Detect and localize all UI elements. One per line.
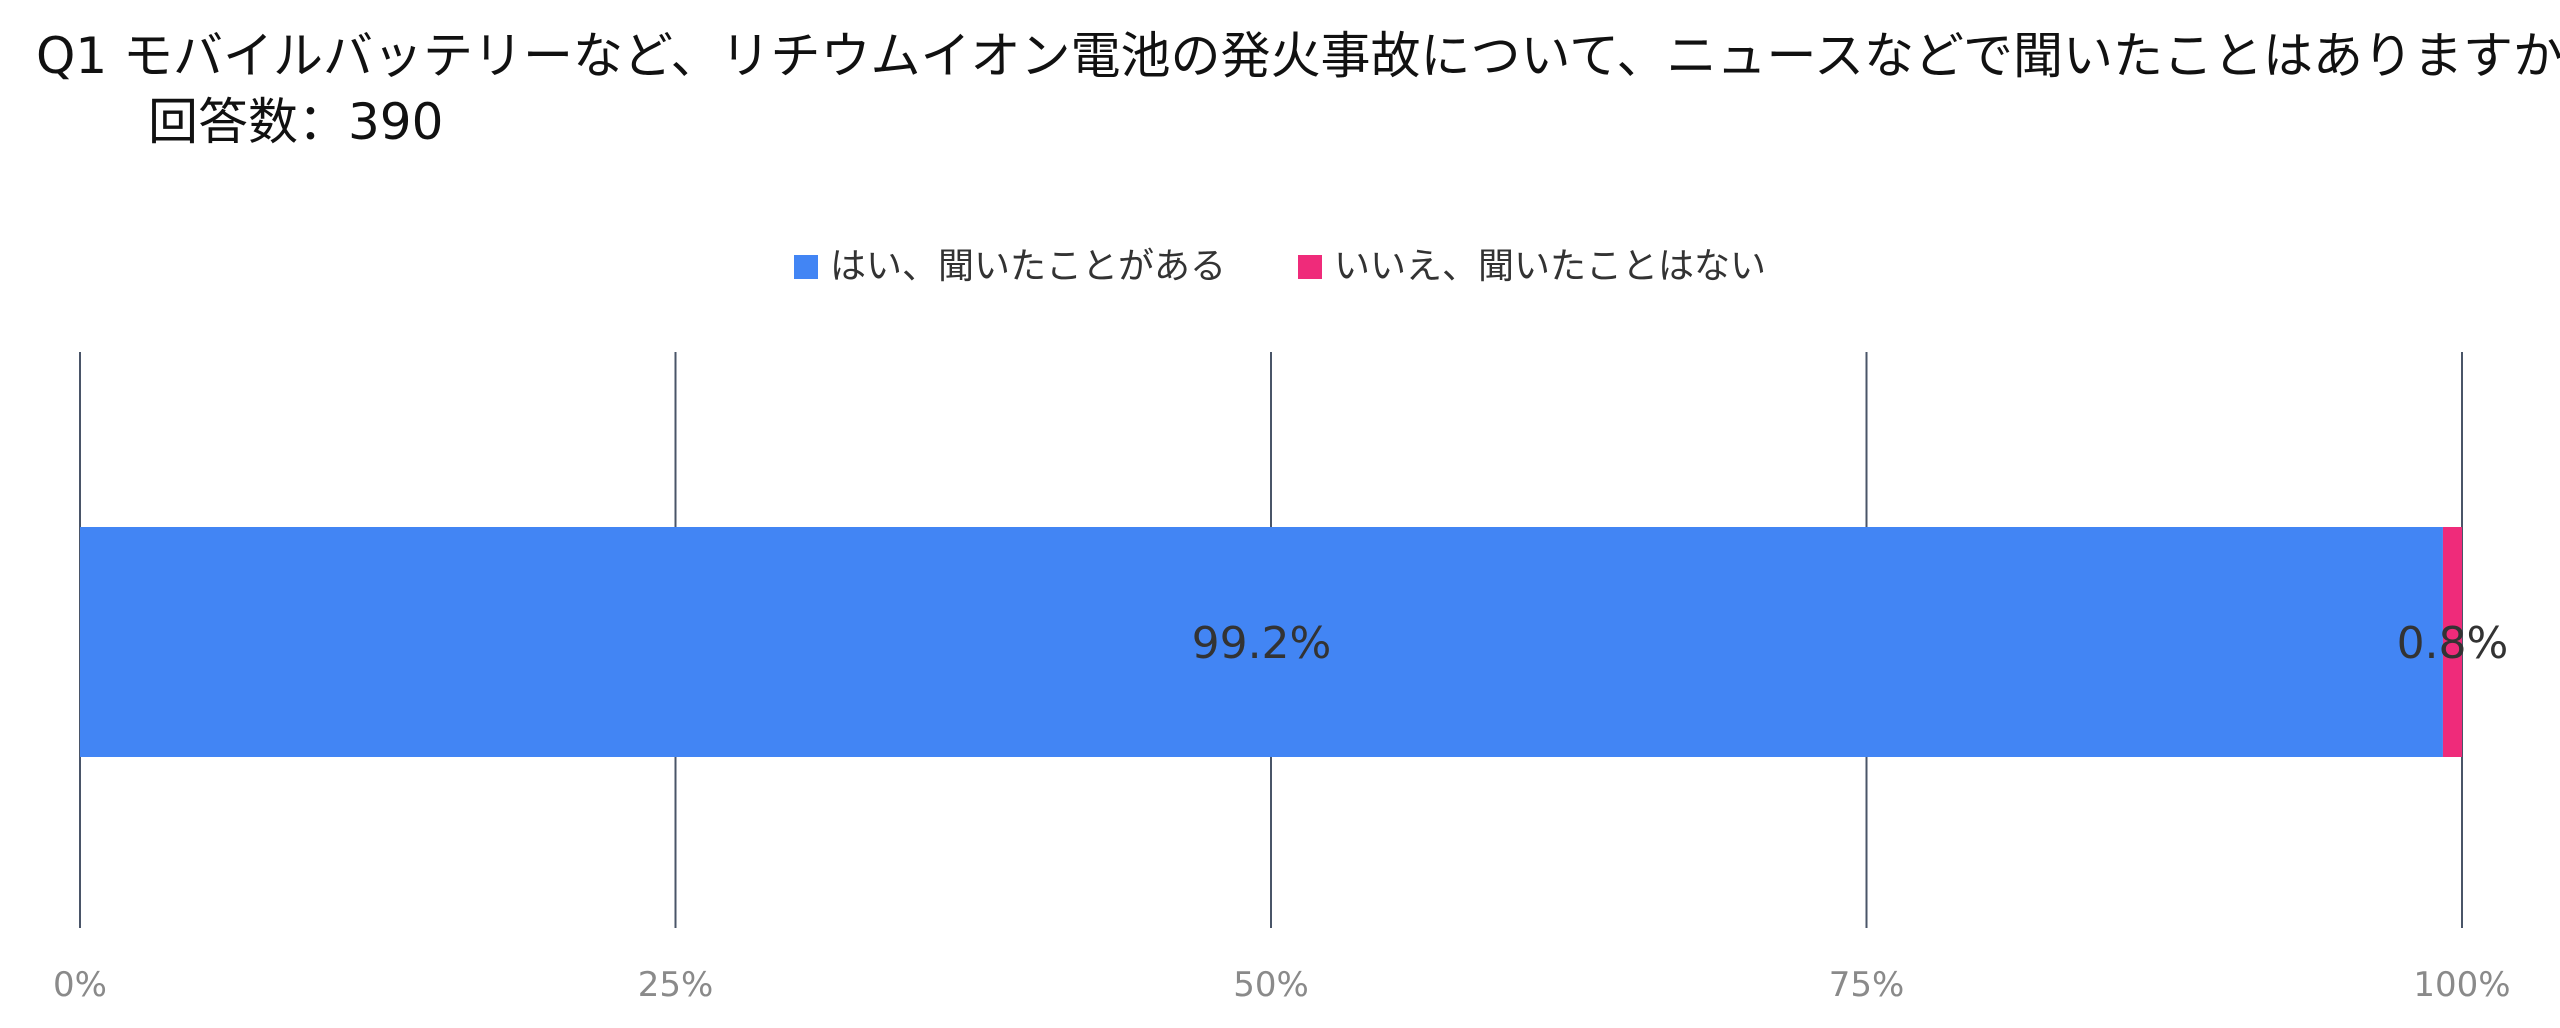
response-count: 回答数：390: [148, 93, 444, 151]
legend-swatch-no: [1298, 255, 1322, 279]
legend: はい、聞いたことがある いいえ、聞いたことはない: [0, 243, 2560, 291]
bar-segment-0: [80, 527, 2443, 757]
data-label-1: 0.8%: [2397, 618, 2509, 669]
legend-label-yes: はい、聞いたことがある: [829, 246, 1226, 287]
chart-title: Q1 モバイルバッテリーなど、リチウムイオン電池の発火事故について、ニュースなど…: [36, 27, 2560, 85]
data-label-0: 99.2%: [1192, 618, 1332, 669]
bar-segment-1: [2442, 527, 2462, 757]
x-tick-label-4: 100%: [2413, 965, 2510, 1005]
legend-swatch-yes: [793, 255, 818, 279]
legend-item-yes: はい、聞いたことがある: [793, 243, 1226, 291]
x-tick-label-1: 25%: [638, 965, 714, 1005]
x-tick-label-3: 75%: [1829, 965, 1905, 1005]
legend-item-no: いいえ、聞いたことはない: [1298, 243, 1766, 291]
legend-label-no: いいえ、聞いたことはない: [1334, 246, 1767, 287]
x-tick-label-0: 0%: [53, 965, 107, 1005]
x-tick-label-2: 50%: [1233, 965, 1309, 1005]
